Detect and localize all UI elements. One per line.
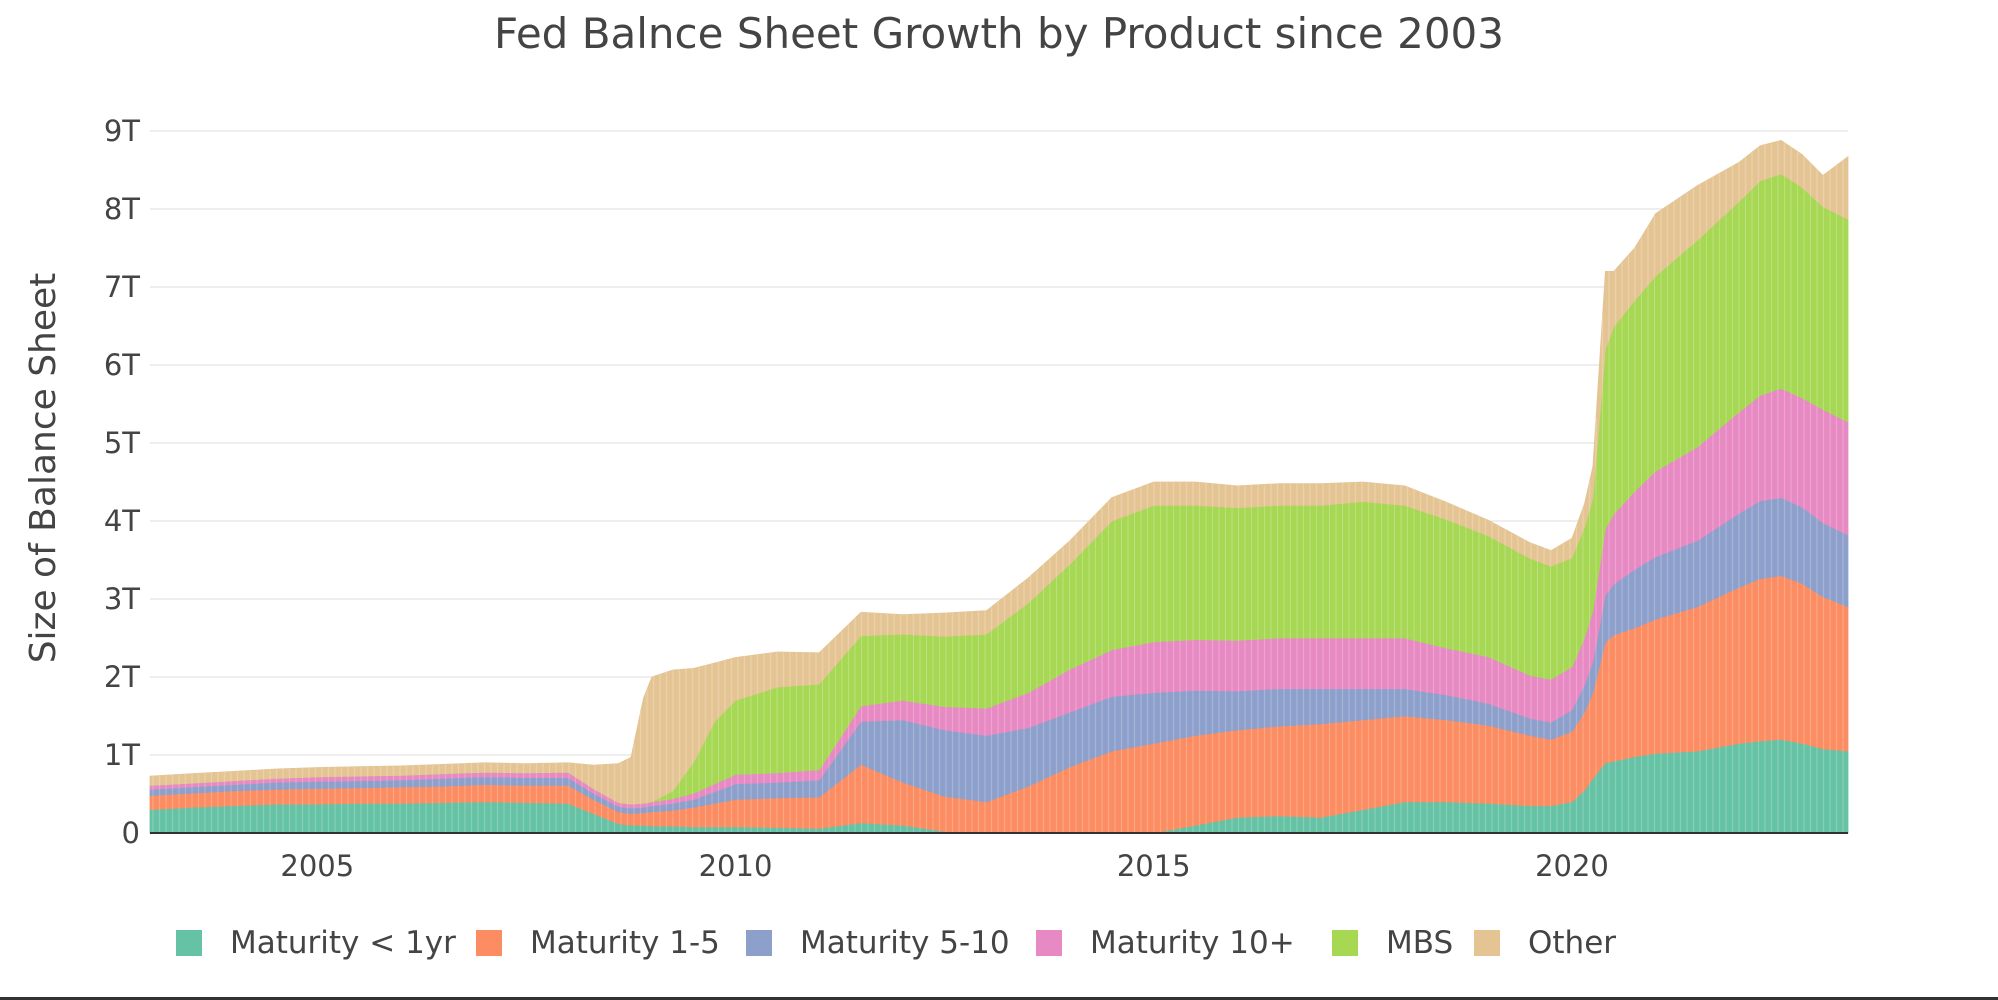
legend-label-5: Other — [1528, 925, 1616, 961]
legend-label-2: Maturity 5-10 — [800, 925, 1010, 961]
x-tick-label-0: 2005 — [280, 849, 354, 883]
bar-texture — [152, 141, 1844, 833]
legend-swatch-5 — [1474, 930, 1500, 956]
legend-label-4: MBS — [1386, 925, 1453, 961]
legend-item-5[interactable]: Other — [1474, 925, 1616, 961]
y-tick-label-8: 8T — [104, 192, 140, 226]
legend-item-2[interactable]: Maturity 5-10 — [746, 925, 1010, 961]
y-tick-label-7: 7T — [104, 270, 140, 304]
legend-item-1[interactable]: Maturity 1-5 — [476, 925, 720, 961]
y-tick-label-9: 9T — [104, 114, 140, 148]
stacked-areas — [149, 139, 1849, 834]
legend-swatch-4 — [1332, 930, 1358, 956]
y-axis-label: Size of Balance Sheet — [23, 273, 64, 664]
y-tick-label-5: 5T — [104, 426, 140, 460]
bar-texture-lines — [152, 141, 1844, 833]
legend-label-1: Maturity 1-5 — [530, 925, 720, 961]
x-tick-label-1: 2010 — [699, 849, 773, 883]
legend-label-0: Maturity < 1yr — [230, 925, 456, 961]
legend-item-4[interactable]: MBS — [1332, 925, 1453, 961]
chart-title: Fed Balnce Sheet Growth by Product since… — [494, 9, 1504, 58]
y-tick-label-2: 2T — [104, 660, 140, 694]
legend-swatch-1 — [476, 930, 502, 956]
legend-swatch-0 — [176, 930, 202, 956]
x-tick-label-2: 2015 — [1117, 849, 1191, 883]
y-tick-label-0: 0 — [122, 816, 140, 850]
legend-label-3: Maturity 10+ — [1090, 925, 1295, 961]
y-tick-label-4: 4T — [104, 504, 140, 538]
gridlines — [150, 130, 1848, 756]
legend-item-0[interactable]: Maturity < 1yr — [176, 925, 456, 961]
legend-item-3[interactable]: Maturity 10+ — [1036, 925, 1295, 961]
series-area-5 — [149, 139, 1849, 805]
x-tick-label-3: 2020 — [1535, 849, 1609, 883]
legend: Maturity < 1yr Maturity 1-5 Maturity 5-10 M… — [176, 925, 1616, 961]
legend-swatch-3 — [1036, 930, 1062, 956]
legend-swatch-2 — [746, 930, 772, 956]
x-axis-ticks: 2005 2010 2015 2020 — [280, 849, 1608, 883]
y-tick-label-1: 1T — [104, 738, 140, 772]
y-axis-ticks: 0 1T 2T 3T 4T 5T 6T 7T 8T 9T — [104, 114, 140, 850]
y-tick-label-6: 6T — [104, 348, 140, 382]
bottom-border — [0, 997, 1998, 1000]
y-tick-label-3: 3T — [104, 582, 140, 616]
